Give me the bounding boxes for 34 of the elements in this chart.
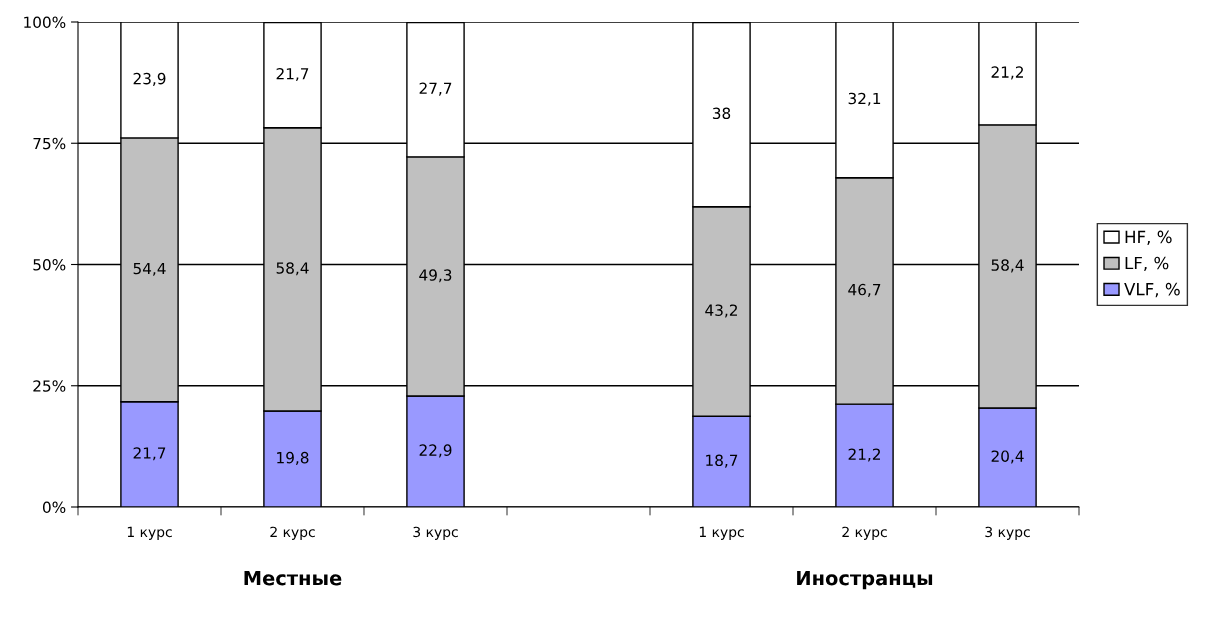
y-tick-label: 25% xyxy=(33,380,66,392)
legend-label: LF, % xyxy=(1125,256,1169,272)
data-label: 58,4 xyxy=(276,262,309,276)
y-tick-label: 100% xyxy=(24,16,66,29)
text: Местные xyxy=(244,570,342,586)
data-label: 27,7 xyxy=(419,82,452,96)
x-tick-label: 2 курс xyxy=(270,526,315,540)
text: Иностранцы xyxy=(797,570,933,590)
data-label: 38 xyxy=(712,107,731,120)
y-tick-label: 75% xyxy=(33,137,66,150)
legend-label: VLF, % xyxy=(1124,282,1180,298)
data-label: 54,4 xyxy=(133,262,166,276)
x-tick-label: 2 курс xyxy=(842,526,887,540)
data-label: 43,2 xyxy=(705,304,737,318)
data-label: 21,7 xyxy=(133,447,166,461)
data-label: 21,2 xyxy=(991,66,1023,80)
data-label: 18,7 xyxy=(706,454,738,468)
x-tick-label: 1 курс xyxy=(127,526,172,540)
data-label: 46,7 xyxy=(848,283,881,297)
data-label: 21,2 xyxy=(848,448,880,462)
data-label: 58,4 xyxy=(991,259,1024,273)
data-label: 22,9 xyxy=(419,444,452,458)
data-label: 23,9 xyxy=(133,72,166,86)
data-label: 49,3 xyxy=(419,269,452,283)
data-label: 32,1 xyxy=(848,92,881,106)
data-label: 20,4 xyxy=(991,450,1024,464)
data-label: 19,8 xyxy=(277,451,309,465)
legend-label: HF, % xyxy=(1125,230,1172,245)
y-tick-label: 50% xyxy=(33,258,66,271)
x-tick-label: 3 курс xyxy=(413,526,458,540)
x-tick-label: 1 курс xyxy=(699,526,744,540)
data-label: 21,7 xyxy=(276,67,309,82)
y-tick-label: 0% xyxy=(42,501,66,514)
x-tick-label: 3 курс xyxy=(985,526,1030,540)
